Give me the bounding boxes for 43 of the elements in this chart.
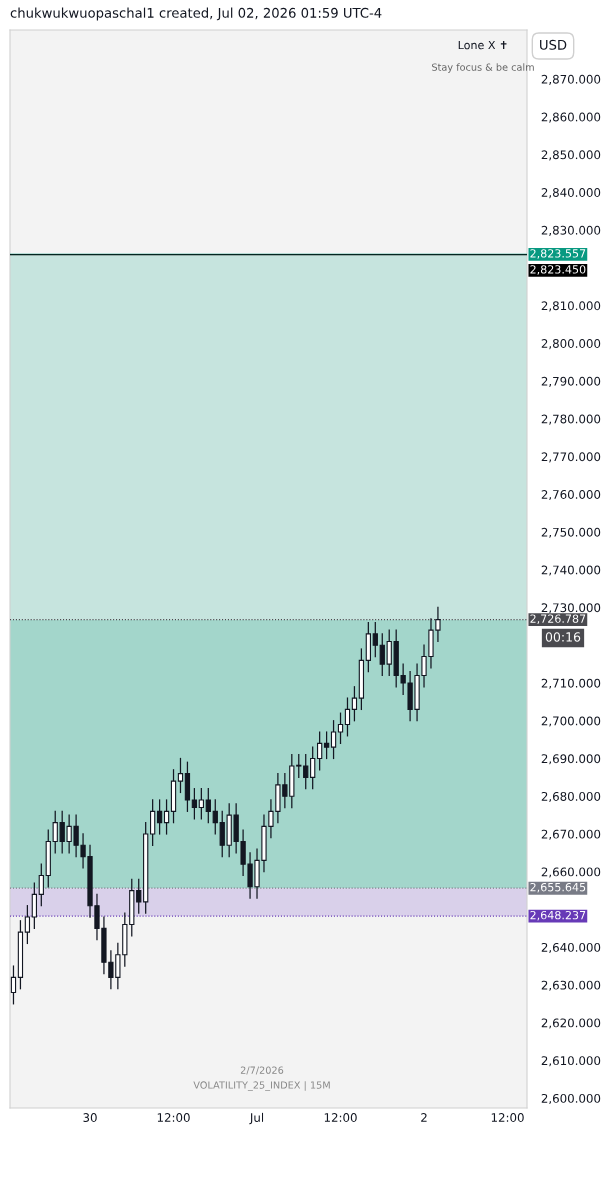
- y-tick-label: 2,740.000: [541, 565, 601, 576]
- annotation: Stay focus & be calm: [432, 63, 534, 73]
- y-tick-label: 2,680.000: [541, 791, 601, 803]
- text: 00:16: [545, 632, 581, 642]
- y-axis-title: USD: [540, 39, 567, 50]
- y-tick-label: 2,750.000: [541, 527, 601, 538]
- y-tick-label: 2,660.000: [541, 867, 601, 878]
- ref-line-label: 2,655.645: [530, 882, 586, 893]
- ref-line-label: 2,823.450: [530, 265, 586, 275]
- y-tick-label: 2,710.000: [541, 678, 601, 689]
- y-tick-label: 2,800.000: [541, 339, 601, 350]
- y-tick-label: 2,630.000: [541, 980, 601, 991]
- x-tick-label: 12:00: [491, 1113, 524, 1122]
- y-tick-label: 2,770.000: [541, 452, 601, 463]
- y-tick-label: 2,860.000: [541, 112, 601, 123]
- y-tick-label: 2,870.000: [541, 74, 601, 85]
- x-tick-label: 12:00: [157, 1113, 190, 1122]
- y-tick-label: 2,780.000: [541, 414, 601, 425]
- y-tick-label: 2,850.000: [541, 150, 601, 161]
- y-tick-label: 2,670.000: [541, 829, 601, 840]
- x-tick-label: 2: [421, 1113, 427, 1122]
- x-tick-label: 30: [83, 1113, 97, 1122]
- ref-line-label: 2,726.787: [530, 614, 586, 624]
- y-tick-label: 2,760.000: [541, 489, 601, 501]
- annotation: 2/7/2026: [240, 1066, 284, 1075]
- ref-line-label: 2,823.557: [530, 249, 586, 259]
- y-tick-label: 2,700.000: [541, 716, 601, 727]
- y-tick-label: 2,810.000: [541, 301, 601, 312]
- y-tick-label: 2,640.000: [541, 942, 601, 954]
- chart-title: chukwukwuopaschal1 created, Jul 02, 2026 01:59 UTC-4: [10, 7, 382, 21]
- annotation: VOLATILITY_25_INDEX | 15M: [193, 1081, 330, 1091]
- x-tick-label: Jul: [249, 1112, 264, 1125]
- ref-line-label: 2,648.237: [530, 910, 586, 921]
- x-tick-label: 12:00: [324, 1113, 357, 1122]
- y-tick-label: 2,830.000: [541, 225, 601, 236]
- y-tick-label: 2,600.000: [541, 1093, 601, 1105]
- y-tick-label: 2,730.000: [541, 603, 601, 614]
- annotation: Lone X ✝: [458, 40, 507, 50]
- y-tick-label: 2,610.000: [541, 1056, 601, 1067]
- y-tick-label: 2,620.000: [541, 1018, 601, 1029]
- y-tick-label: 2,690.000: [541, 754, 601, 765]
- y-tick-label: 2,840.000: [541, 188, 601, 199]
- y-tick-label: 2,790.000: [541, 376, 601, 387]
